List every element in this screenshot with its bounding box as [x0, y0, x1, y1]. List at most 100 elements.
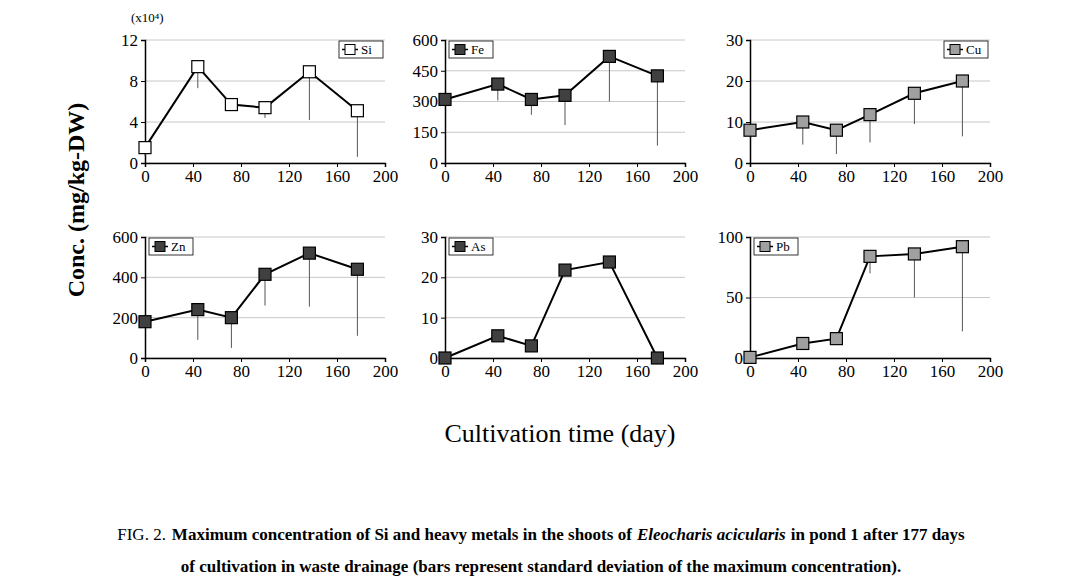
- tick-mark: [141, 122, 145, 123]
- plot-area: [139, 61, 363, 157]
- tick-label: 200: [113, 309, 139, 328]
- x-axis-title: Cultivation time (day): [444, 419, 675, 448]
- legend-box: [449, 41, 493, 58]
- tick: 40: [185, 358, 202, 381]
- marker: [439, 93, 451, 105]
- grid-line: [445, 40, 685, 41]
- tick-label: 30: [726, 31, 743, 50]
- legend-marker: [455, 242, 465, 252]
- markers: [139, 61, 363, 154]
- tick: 12: [121, 31, 145, 50]
- series-line: [445, 262, 657, 358]
- tick-label: 40: [790, 362, 807, 381]
- grid-line: [445, 132, 685, 133]
- tick-label: 0: [130, 154, 139, 173]
- axis-line: [746, 238, 751, 359]
- error-bars: [750, 247, 962, 358]
- error-bar: [962, 247, 963, 332]
- marker: [139, 316, 151, 328]
- tick-label: 40: [185, 167, 202, 186]
- tick: 0: [746, 163, 755, 186]
- error-bars: [145, 67, 357, 157]
- tick-label: 30: [421, 228, 438, 247]
- tick: 80: [533, 358, 550, 381]
- tick: 160: [325, 163, 351, 186]
- grid-line: [445, 277, 685, 278]
- tick: 0: [141, 163, 150, 186]
- tick-label: 0: [735, 154, 744, 173]
- tick: 150: [413, 123, 446, 142]
- tick-label: 200: [978, 167, 1004, 186]
- tick: 120: [577, 358, 603, 381]
- tick: 40: [185, 163, 202, 186]
- grid-line: [445, 237, 685, 238]
- plot-area: [439, 256, 663, 364]
- panel: 010203004080120160200Cu: [726, 31, 1003, 186]
- plot-area: [744, 241, 968, 364]
- marker: [492, 78, 504, 90]
- tick-label: 120: [277, 167, 303, 186]
- tick: 120: [882, 163, 908, 186]
- error-bar: [309, 253, 310, 306]
- x-axis: 04080120160200: [441, 163, 698, 186]
- tick: 450: [413, 62, 446, 81]
- tick-label: 0: [746, 167, 755, 186]
- tick-mark: [141, 358, 145, 359]
- tick-label: 300: [413, 92, 439, 111]
- legend: Si: [339, 41, 383, 58]
- tick: 20: [726, 72, 750, 91]
- x-axis: 04080120160200: [141, 163, 398, 186]
- marker: [830, 333, 842, 345]
- legend-marker: [155, 242, 165, 252]
- tick: 40: [790, 358, 807, 381]
- error-bar: [357, 269, 358, 336]
- tick-label: 120: [577, 167, 603, 186]
- tick-label: 160: [625, 362, 651, 381]
- x-axis: 04080120160200: [746, 358, 1003, 381]
- marker: [225, 99, 237, 111]
- tick-label: 200: [373, 167, 399, 186]
- marker: [956, 75, 968, 87]
- marker: [797, 337, 809, 349]
- tick-label: 160: [930, 362, 956, 381]
- marker: [525, 93, 537, 105]
- markers: [439, 50, 663, 105]
- marker: [744, 124, 756, 136]
- tick: 50: [726, 288, 750, 307]
- marker: [259, 268, 271, 280]
- tick: 100: [718, 228, 751, 247]
- grid-line: [145, 40, 385, 41]
- tick-label: 80: [533, 362, 550, 381]
- grid-line: [145, 81, 385, 82]
- panel: 015030045060004080120160200Fe: [413, 31, 699, 186]
- tick-label: 100: [718, 228, 744, 247]
- legend-label: Cu: [966, 42, 982, 57]
- tick-mark: [441, 237, 445, 238]
- tick-mark: [141, 237, 145, 238]
- marker: [830, 124, 842, 136]
- legend-marker: [455, 45, 465, 55]
- tick-label: 0: [430, 154, 439, 173]
- legend-label: Fe: [471, 42, 484, 57]
- tick: 160: [625, 163, 651, 186]
- error-bars: [445, 56, 657, 145]
- legend: As: [449, 238, 493, 255]
- grid-line: [145, 237, 385, 238]
- tick: 80: [533, 163, 550, 186]
- tick-mark: [441, 277, 445, 278]
- tick-mark: [441, 71, 445, 72]
- tick-mark: [441, 163, 445, 164]
- tick-label: 0: [746, 362, 755, 381]
- marker: [744, 351, 756, 363]
- tick-mark: [441, 318, 445, 319]
- grid: [445, 40, 685, 163]
- tick-mark: [141, 163, 145, 164]
- series-line: [145, 253, 357, 322]
- markers: [744, 75, 968, 136]
- tick: 200: [373, 163, 399, 186]
- y-axis: 050100: [718, 228, 751, 368]
- tick-label: 600: [113, 228, 139, 247]
- tick-label: 160: [325, 362, 351, 381]
- tick-label: 40: [790, 167, 807, 186]
- error-bar: [657, 76, 658, 146]
